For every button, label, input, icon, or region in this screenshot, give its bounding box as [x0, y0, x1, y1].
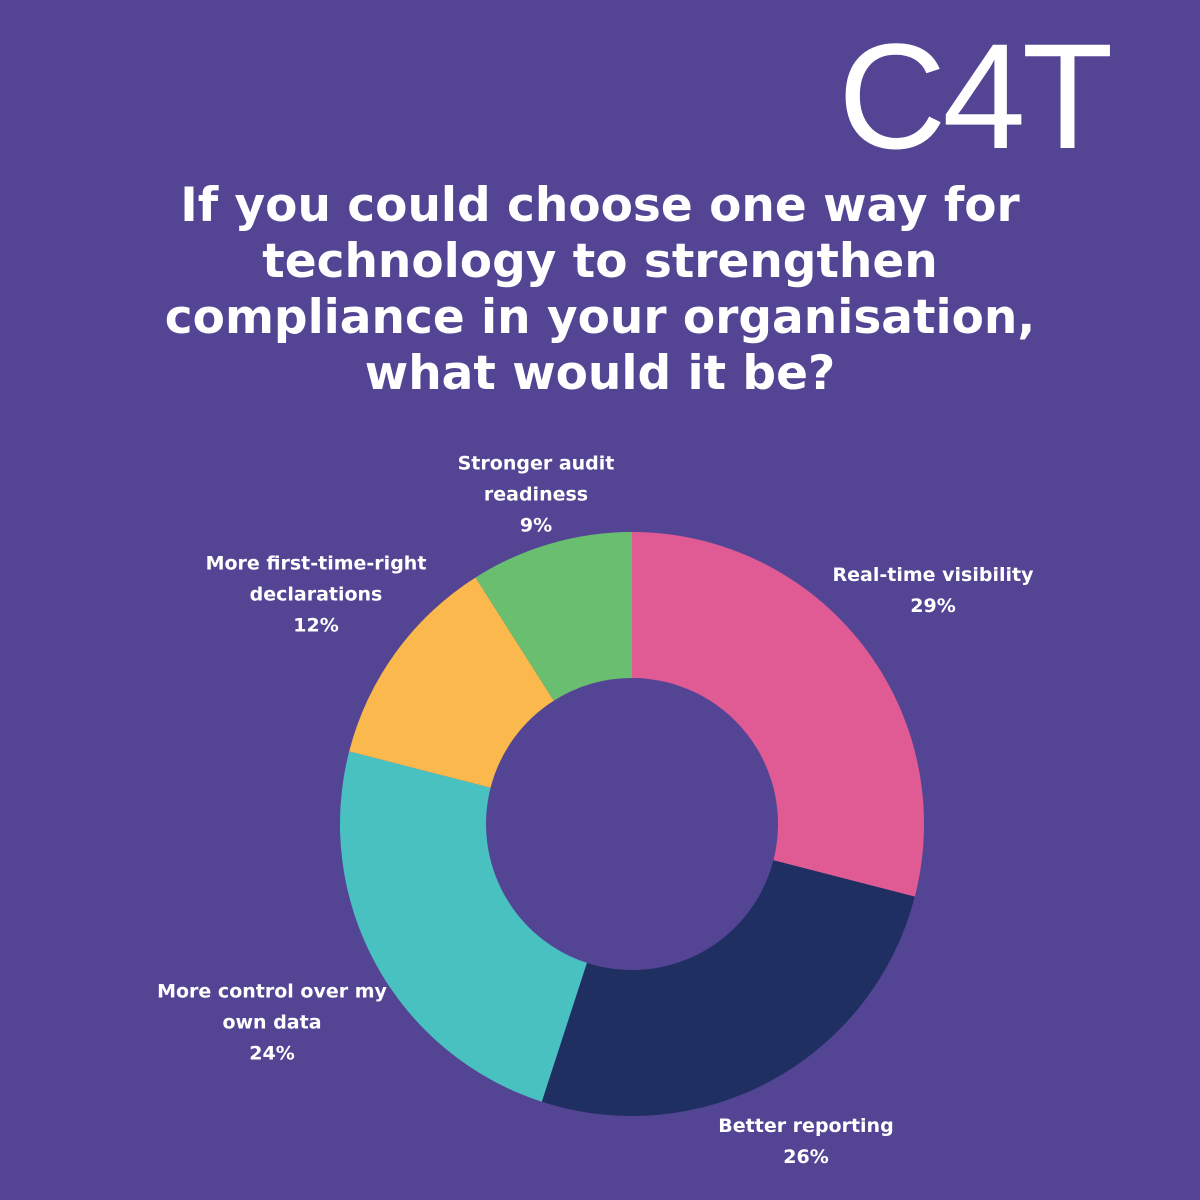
value-label: 26%	[783, 1146, 829, 1168]
donut-slice	[632, 532, 924, 897]
slice-label: Better reporting 26%	[696, 1111, 916, 1173]
category-label: Stronger audit readiness	[457, 452, 615, 506]
donut-slice	[339, 751, 587, 1102]
category-label: More first-time-right declarations	[205, 552, 427, 606]
donut-slice	[349, 577, 554, 788]
logo: C4T	[838, 12, 1113, 180]
slice-label: More first-time-right declarations 12%	[201, 549, 431, 642]
slice-label: Stronger audit readiness 9%	[436, 449, 636, 542]
chart-title: If you could choose one way for technolo…	[164, 178, 1036, 401]
slice-label: More control over my own data 24%	[157, 977, 387, 1070]
category-label: Better reporting	[718, 1115, 894, 1137]
slice-label: Real-time visibility 29%	[803, 560, 1063, 622]
donut-slice	[475, 532, 632, 701]
value-label: 9%	[519, 514, 553, 537]
value-label: 12%	[293, 614, 339, 637]
donut-slice	[541, 860, 915, 1117]
category-label: More control over my own data	[157, 980, 387, 1034]
category-label: Real-time visibility	[832, 564, 1034, 586]
value-label: 24%	[249, 1042, 295, 1065]
value-label: 29%	[910, 595, 956, 617]
